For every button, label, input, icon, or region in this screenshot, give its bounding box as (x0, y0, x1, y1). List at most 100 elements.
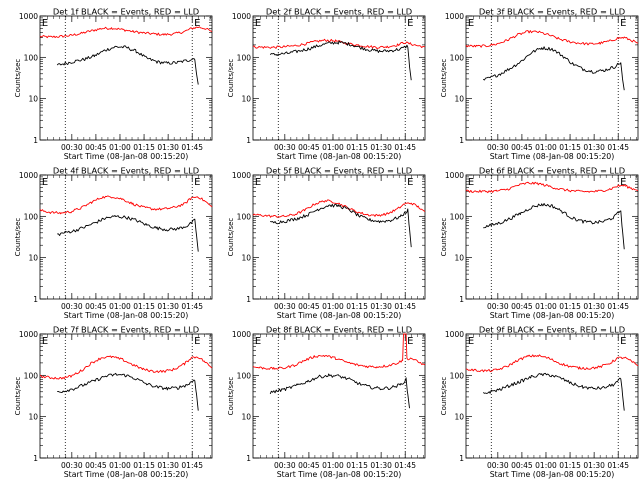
e-marker: E (407, 18, 413, 29)
y-axis-label: Counts/sec (227, 218, 235, 257)
x-tick-label: 00:45 (85, 143, 107, 152)
y-tick-label: 1000 (19, 171, 38, 180)
x-tick-label: 01:45 (394, 143, 416, 152)
chart-title: Det 6f BLACK = Events, RED = LLD (479, 166, 625, 176)
x-tick-label: 00:45 (298, 143, 320, 152)
lld-series-line (252, 199, 426, 218)
chart-title: Det 9f BLACK = Events, RED = LLD (479, 325, 625, 335)
e-marker: E (468, 177, 474, 188)
e-marker: E (468, 18, 474, 29)
x-tick-label: 00:45 (298, 302, 320, 311)
x-tick-label: 01:30 (370, 461, 392, 470)
x-tick-label: 01:45 (394, 302, 416, 311)
y-tick-label: 100 (237, 53, 252, 62)
y-axis-label: Counts/sec (14, 59, 22, 98)
e-marker: E (407, 336, 413, 347)
events-series-line (57, 215, 199, 252)
lld-series-line (39, 195, 213, 215)
x-tick-label: 01:15 (346, 143, 368, 152)
plot-frame (252, 15, 426, 141)
y-tick-label: 1000 (232, 12, 251, 21)
x-tick-label: 01:45 (181, 143, 203, 152)
x-tick-label: 01:00 (109, 143, 131, 152)
x-axis-label: Start Time (08-Jan-08 00:15:20) (277, 311, 402, 320)
lld-series-line (252, 38, 426, 49)
x-tick-label: 01:00 (109, 461, 131, 470)
chart-panel-3: Det 3f BLACK = Events, RED = LLD 1 10 100 10… (440, 7, 639, 161)
y-axis-label: Counts/sec (440, 59, 448, 98)
lld-series-line (252, 333, 426, 370)
chart-panel-8: Det 8f BLACK = Events, RED = LLD 1 10 100 10… (227, 325, 426, 479)
x-tick-label: 01:45 (394, 461, 416, 470)
y-tick-label: 100 (237, 212, 252, 221)
x-tick-label: 00:45 (511, 461, 533, 470)
plot-frame (252, 333, 426, 459)
chart-panel-9: Det 9f BLACK = Events, RED = LLD 1 10 100 10… (440, 325, 639, 479)
x-tick-label: 01:45 (607, 143, 629, 152)
y-axis-label: Counts/sec (14, 377, 22, 416)
x-tick-label: 01:00 (535, 143, 557, 152)
x-tick-label: 00:30 (487, 143, 509, 152)
chart-title: Det 3f BLACK = Events, RED = LLD (479, 7, 625, 17)
x-tick-label: 01:30 (157, 461, 179, 470)
y-tick-label: 10 (28, 413, 38, 422)
y-tick-label: 10 (454, 95, 464, 104)
x-axis-label: Start Time (08-Jan-08 00:15:20) (277, 470, 402, 479)
y-tick-label: 10 (241, 95, 251, 104)
chart-panel-1: Det 1f BLACK = Events, RED = LLD 1 10 100 10… (14, 7, 213, 161)
e-marker: E (42, 18, 48, 29)
x-tick-label: 00:30 (487, 302, 509, 311)
e-marker: E (194, 177, 200, 188)
y-tick-label: 10 (28, 254, 38, 263)
e-marker: E (42, 336, 48, 347)
y-axis-label: Counts/sec (227, 377, 235, 416)
x-axis-label: Start Time (08-Jan-08 00:15:20) (64, 311, 189, 320)
x-tick-label: 01:00 (322, 143, 344, 152)
e-marker: E (255, 336, 261, 347)
x-tick-label: 01:15 (346, 461, 368, 470)
y-tick-label: 100 (450, 371, 465, 380)
y-tick-label: 1 (459, 454, 464, 463)
x-tick-label: 01:30 (370, 302, 392, 311)
y-tick-label: 100 (450, 53, 465, 62)
x-tick-label: 01:45 (607, 302, 629, 311)
events-series-line (57, 372, 199, 411)
y-tick-label: 1000 (19, 330, 38, 339)
x-tick-label: 00:30 (274, 143, 296, 152)
x-tick-label: 01:15 (133, 143, 155, 152)
y-tick-label: 1000 (445, 171, 464, 180)
e-marker: E (407, 177, 413, 188)
x-tick-label: 01:30 (583, 302, 605, 311)
y-tick-label: 10 (28, 95, 38, 104)
y-tick-label: 1 (33, 454, 38, 463)
lld-series-line (39, 26, 213, 39)
plot-frame (465, 333, 639, 459)
chart-panel-4: Det 4f BLACK = Events, RED = LLD 1 10 100 10… (14, 166, 213, 320)
e-marker: E (620, 177, 626, 188)
chart-panel-5: Det 5f BLACK = Events, RED = LLD 1 10 100 10… (227, 166, 426, 320)
y-axis-label: Counts/sec (440, 377, 448, 416)
events-series-line (483, 203, 625, 250)
events-series-line (269, 40, 412, 81)
x-tick-label: 01:15 (346, 302, 368, 311)
x-axis-label: Start Time (08-Jan-08 00:15:20) (490, 152, 615, 161)
x-axis-label: Start Time (08-Jan-08 00:15:20) (277, 152, 402, 161)
x-tick-label: 01:45 (607, 461, 629, 470)
e-marker: E (255, 18, 261, 29)
y-tick-label: 10 (241, 254, 251, 263)
x-tick-label: 00:30 (274, 461, 296, 470)
y-tick-label: 100 (24, 371, 39, 380)
y-tick-label: 1000 (445, 330, 464, 339)
chart-title: Det 8f BLACK = Events, RED = LLD (266, 325, 412, 335)
e-marker: E (620, 18, 626, 29)
plot-frame (252, 174, 426, 300)
x-tick-label: 00:45 (85, 461, 107, 470)
events-series-line (482, 372, 625, 411)
plot-frame (465, 174, 639, 300)
chart-title: Det 7f BLACK = Events, RED = LLD (53, 325, 199, 335)
x-tick-label: 01:45 (181, 302, 203, 311)
plot-frame (39, 174, 213, 300)
x-tick-label: 00:30 (61, 461, 83, 470)
lld-series-line (465, 354, 639, 373)
